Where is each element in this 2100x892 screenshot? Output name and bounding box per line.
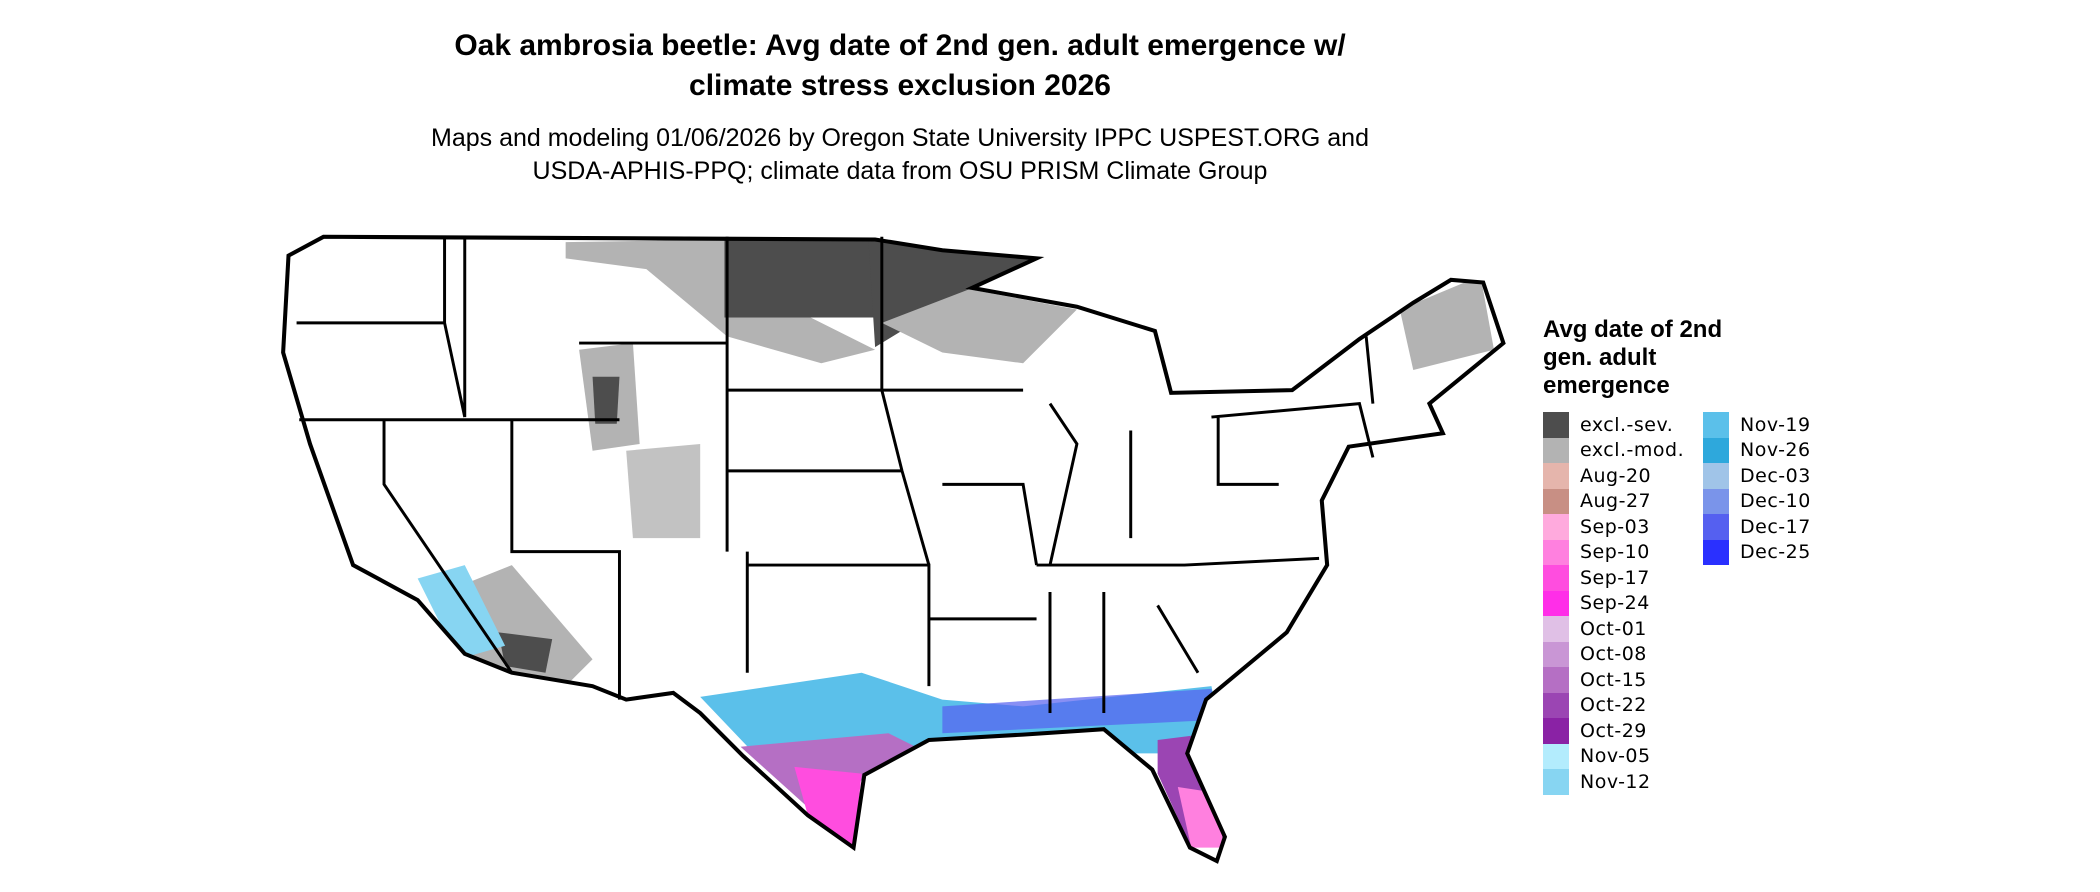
legend-label: Nov-19 [1740, 413, 1811, 436]
legend: Avg date of 2nd gen. adult emergence exc… [1543, 316, 1863, 795]
legend-swatch [1703, 412, 1729, 438]
legend-item: Sep-03 [1543, 514, 1703, 540]
legend-item: excl.-mod. [1543, 437, 1703, 463]
legend-label: excl.-mod. [1580, 439, 1685, 462]
legend-label: Oct-01 [1580, 617, 1647, 640]
title-line-2: climate stress exclusion 2026 [689, 69, 1111, 102]
legend-swatch [1543, 590, 1569, 616]
legend-swatch [1703, 539, 1729, 565]
legend-label: Sep-24 [1580, 592, 1650, 615]
legend-swatch [1543, 463, 1569, 489]
region-excl-sev [724, 236, 884, 318]
legend-label: Oct-29 [1580, 719, 1647, 742]
legend-swatch [1703, 514, 1729, 540]
legend-item: Aug-20 [1543, 463, 1703, 489]
legend-column-2: Nov-19 Nov-26 Dec-03 Dec-10 Dec-17 Dec-25 [1703, 412, 1863, 795]
legend-item: Aug-27 [1543, 488, 1703, 514]
legend-swatch [1543, 412, 1569, 438]
region-nov [417, 565, 506, 660]
legend-item: Dec-10 [1703, 488, 1863, 514]
legend-label: Sep-17 [1580, 566, 1650, 589]
legend-swatch [1543, 667, 1569, 693]
legend-item: Nov-19 [1703, 412, 1863, 438]
region-excl-mod [626, 443, 701, 539]
legend-swatch [1543, 514, 1569, 540]
legend-swatch [1543, 769, 1569, 795]
legend-label: Dec-17 [1740, 515, 1811, 538]
legend-swatch [1543, 616, 1569, 642]
legend-item: Dec-25 [1703, 539, 1863, 565]
legend-swatch [1543, 565, 1569, 591]
legend-label: excl.-sev. [1580, 413, 1674, 436]
legend-label: Nov-12 [1580, 770, 1651, 793]
legend-swatch [1703, 437, 1729, 463]
legend-label: Sep-10 [1580, 541, 1650, 564]
legend-swatch [1543, 488, 1569, 514]
legend-item: Oct-29 [1543, 718, 1703, 744]
legend-swatch [1703, 463, 1729, 489]
legend-label: Aug-20 [1580, 464, 1652, 487]
legend-item: Oct-15 [1543, 667, 1703, 693]
legend-label: Oct-22 [1580, 694, 1647, 717]
legend-swatch [1543, 718, 1569, 744]
region-excl-mod [444, 565, 593, 687]
map-subtitle: Maps and modeling 01/06/2026 by Oregon S… [300, 122, 1500, 188]
legend-label: Dec-03 [1740, 464, 1811, 487]
legend-swatch [1543, 692, 1569, 718]
legend-item: Nov-12 [1543, 769, 1703, 795]
region-dec [942, 688, 1219, 734]
legend-swatch [1543, 641, 1569, 667]
legend-column-1: excl.-sev. excl.-mod. Aug-20 Aug-27 Sep-03 Se… [1543, 412, 1703, 795]
legend-item: excl.-sev. [1543, 412, 1703, 438]
state-borders [296, 236, 1375, 714]
legend-label: Dec-25 [1740, 541, 1811, 564]
legend-item: Dec-17 [1703, 514, 1863, 540]
legend-item: Oct-22 [1543, 692, 1703, 718]
region-oct [740, 733, 929, 808]
legend-title: Avg date of 2nd gen. adult emergence [1543, 316, 1723, 399]
legend-item: Nov-05 [1543, 743, 1703, 769]
title-line-1: Oak ambrosia beetle: Avg date of 2nd gen… [454, 29, 1346, 62]
legend-swatch [1543, 539, 1569, 565]
subtitle-line-2: USDA-APHIS-PPQ; climate data from OSU PR… [532, 157, 1268, 185]
legend-label: Nov-05 [1580, 745, 1651, 768]
legend-swatch [1543, 437, 1569, 463]
map-title: Oak ambrosia beetle: Avg date of 2nd gen… [300, 26, 1500, 106]
legend-item: Oct-01 [1543, 616, 1703, 642]
legend-swatch [1543, 743, 1569, 769]
subtitle-line-1: Maps and modeling 01/06/2026 by Oregon S… [431, 124, 1369, 152]
region-excl-mod [565, 239, 876, 364]
region-excl-sev [592, 376, 620, 424]
region-excl-sev [498, 632, 553, 673]
legend-label: Oct-08 [1580, 643, 1647, 666]
legend-item: Sep-24 [1543, 590, 1703, 616]
region-excl-mod [881, 289, 1077, 364]
legend-label: Nov-26 [1740, 439, 1811, 462]
region-sep [794, 766, 862, 848]
region-excl-mod [1399, 275, 1494, 370]
legend-label: Aug-27 [1580, 490, 1652, 513]
legend-item: Nov-26 [1703, 437, 1863, 463]
legend-item: Sep-10 [1543, 539, 1703, 565]
legend-label: Sep-03 [1580, 515, 1650, 538]
legend-label: Oct-15 [1580, 668, 1647, 691]
legend-label: Dec-10 [1740, 490, 1811, 513]
legend-item: Sep-17 [1543, 565, 1703, 591]
legend-item: Dec-03 [1703, 463, 1863, 489]
legend-swatch [1703, 488, 1729, 514]
legend-item: Oct-08 [1543, 641, 1703, 667]
